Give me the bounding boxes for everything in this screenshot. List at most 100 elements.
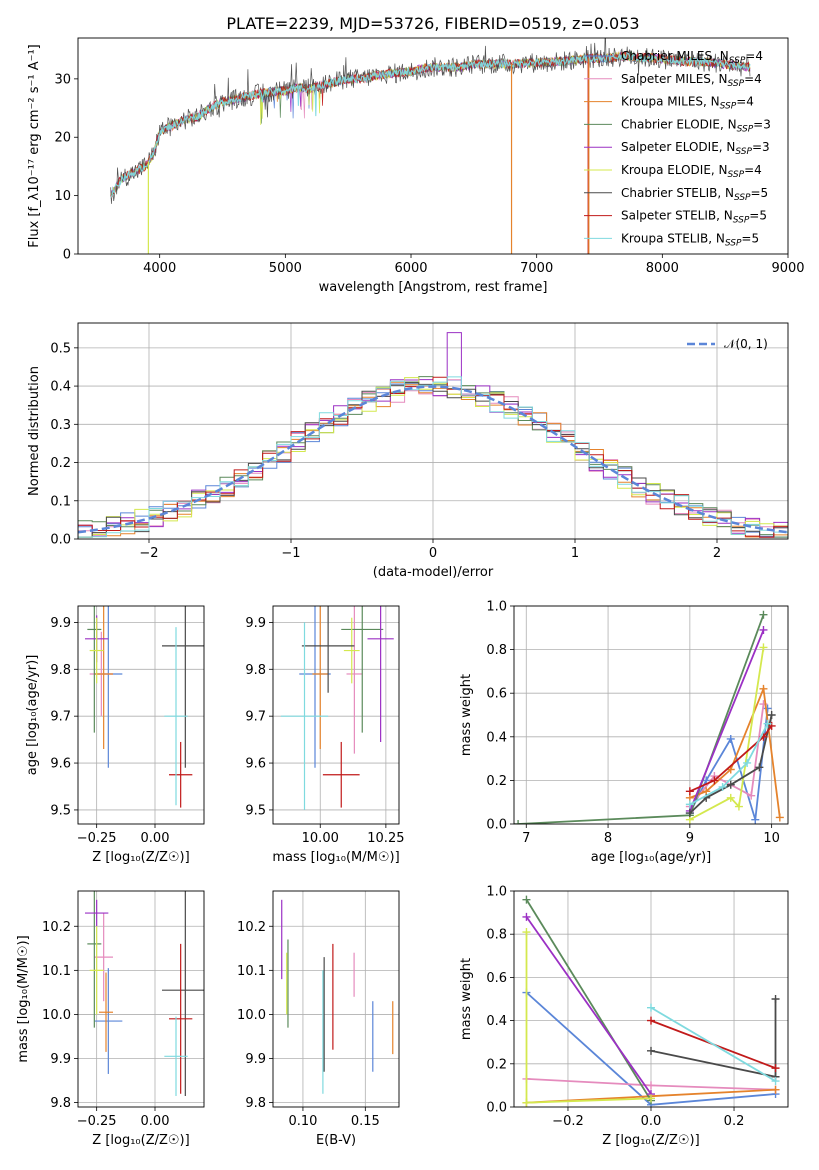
y-axis-label: mass weight <box>459 958 474 1040</box>
axes-frame <box>513 890 789 1108</box>
x-tick-label: 1 <box>571 546 579 561</box>
legend-label-sub: SSP <box>729 56 746 66</box>
x-tick-label: 5000 <box>269 261 302 276</box>
y-tick-label: 0.2 <box>486 774 507 789</box>
errorbar-kroupa-stelib <box>164 627 188 806</box>
y-tick-label: 9.6 <box>50 757 71 772</box>
weight-line <box>689 703 765 808</box>
legend-label-main: Salpeter MILES, N <box>621 72 728 86</box>
x-tick-label: 9 <box>686 831 694 846</box>
weight-point <box>771 1077 780 1086</box>
x-tick-label: 0.2 <box>724 1114 745 1129</box>
y-axis-label: mass [log₁₀(M/M☉)] <box>16 935 31 1062</box>
spectrum-kroupa-stelib <box>110 51 751 199</box>
weight-point <box>767 721 776 730</box>
y-tick-label: 1.0 <box>486 885 507 900</box>
y-tick-label: 0.8 <box>486 928 507 943</box>
panel-weight_vs_age: 7 8 9 10 0.0 0.2 0.4 0.6 0.8 1.0 age [log₁₀(age/yr… <box>459 600 789 865</box>
y-tick-label: 0.0 <box>486 818 507 833</box>
y-tick-label: 9.9 <box>245 1052 266 1067</box>
weight-point <box>522 1098 531 1107</box>
legend-label-main: Salpeter ELODIE, N <box>621 140 735 154</box>
legend-label-tail: =3 <box>753 117 771 131</box>
legend-label-sub: SSP <box>728 170 745 180</box>
errorbar-kroupa-elodie <box>89 617 104 684</box>
panel-mass_vs_ebv: 0.10 0.15 9.8 9.9 10.0 10.1 10.2 E(B-V) <box>237 890 400 1148</box>
errorbar-kroupa-miles <box>312 606 329 749</box>
weight-series-kroupa-stelib <box>685 719 772 809</box>
y-tick-label: 10.2 <box>237 920 266 935</box>
legend-label-tail: =4 <box>744 163 762 177</box>
weight-point <box>685 800 694 809</box>
weight-line <box>689 725 773 793</box>
weight-point <box>726 793 735 802</box>
y-tick-label: 0.4 <box>50 380 71 395</box>
legend-label-tail: =5 <box>749 209 767 223</box>
weight-point <box>647 1003 655 1012</box>
chart-title: PLATE=2239, MJD=53726, FIBERID=0519, z=0… <box>226 14 639 33</box>
errorbar-chabrier-elodie <box>87 606 102 733</box>
legend-label-salpeter-elodie: Salpeter ELODIE, NSSP=3 <box>621 140 770 157</box>
weight-point <box>771 1085 780 1094</box>
x-tick-label: 4000 <box>143 261 176 276</box>
y-tick-label: 20 <box>54 131 71 146</box>
errorbar-chabrier-stelib <box>162 606 204 768</box>
y-tick-label: 0.8 <box>486 643 507 658</box>
weight-line <box>689 723 769 806</box>
x-tick-label: 10 <box>763 831 780 846</box>
errorbar-salpeter-stelib <box>322 741 360 808</box>
legend-label-sub: SSP <box>733 216 750 226</box>
y-tick-label: 0.2 <box>486 1057 507 1072</box>
weight-point <box>647 1046 655 1055</box>
legend-label-main: Kroupa STELIB, N <box>621 231 725 245</box>
x-tick-label: 8 <box>604 831 612 846</box>
x-tick-label: 0 <box>429 546 437 561</box>
legend-label-tail: =3 <box>752 140 770 154</box>
legend-label-sub: SSP <box>720 102 737 112</box>
y-tick-label: 10.0 <box>237 1008 266 1023</box>
x-tick-label: 0.10 <box>288 1114 317 1129</box>
x-axis-label: Z [log₁₀(Z/Z☉)] <box>92 1133 189 1148</box>
weight-line <box>689 629 765 812</box>
y-axis-label: Flux [f_λ10⁻¹⁷ erg cm⁻² s⁻¹ A⁻¹] <box>27 44 42 248</box>
legend-label-tail: =4 <box>745 49 763 63</box>
y-tick-label: 9.8 <box>245 1096 266 1111</box>
errorbar-salpeter-miles <box>346 606 363 754</box>
weight-point <box>775 813 784 822</box>
panel-age_vs_Z: −0.25 0.00 9.5 9.6 9.7 9.8 9.9 Z [log₁₀(Z/Z☉)] a… <box>25 605 205 865</box>
x-tick-label: 7000 <box>520 261 553 276</box>
weight-point <box>647 1081 655 1090</box>
weight-point <box>685 809 694 818</box>
y-tick-label: 0.4 <box>486 1014 507 1029</box>
axes-frame <box>77 605 205 825</box>
weight-point <box>522 912 531 921</box>
y-tick-label: 9.8 <box>50 663 71 678</box>
y-tick-label: 9.8 <box>50 1096 71 1111</box>
plot-area <box>78 332 788 538</box>
plot-area <box>522 895 780 1107</box>
x-tick-label: 10.25 <box>367 831 404 846</box>
errorbar-salpeter-stelib <box>169 943 193 1094</box>
legend-label-kroupa-miles: Kroupa MILES, NSSP=4 <box>621 95 754 112</box>
plot-area <box>85 891 204 1096</box>
axes-frame <box>272 605 400 825</box>
x-tick-label: −0.2 <box>552 1114 584 1129</box>
weight-point <box>514 820 523 824</box>
legend-label-chabrier-miles: Chabrier MILES, NSSP=4 <box>621 49 763 66</box>
legend-label-chabrier-elodie: Chabrier ELODIE, NSSP=3 <box>621 117 771 134</box>
x-tick-label: 6000 <box>394 261 427 276</box>
panel-mass_vs_Z: −0.25 0.00 9.8 9.9 10.0 10.1 10.2 Z [log₁₀(Z/Z☉… <box>16 890 205 1148</box>
y-tick-label: 9.8 <box>245 663 266 678</box>
y-tick-label: 10 <box>54 189 71 204</box>
x-axis-label: mass [log₁₀(M/M☉)] <box>272 850 399 865</box>
legend-label-main: Chabrier STELIB, N <box>621 186 734 200</box>
y-tick-label: 10.1 <box>42 964 71 979</box>
weight-point <box>726 780 735 789</box>
x-tick-label: 7 <box>522 831 530 846</box>
x-tick-label: 0.00 <box>141 1114 170 1129</box>
legend-label-sub: SSP <box>735 147 752 157</box>
errorbar-chabrier-stelib <box>301 606 355 693</box>
weight-series-chabrier-elodie <box>522 895 655 1105</box>
errorbar-kroupa-stelib <box>164 1016 188 1096</box>
normal-curve <box>78 385 788 534</box>
